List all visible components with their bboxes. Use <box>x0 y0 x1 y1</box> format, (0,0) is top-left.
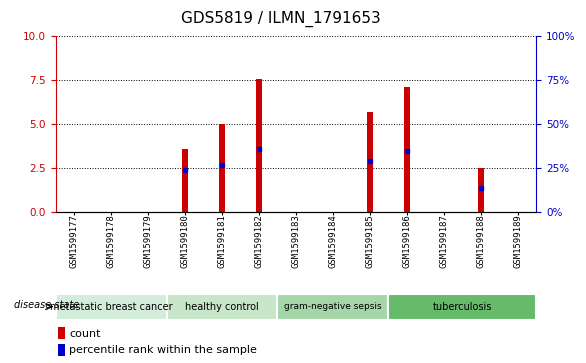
Bar <box>367 112 373 212</box>
Bar <box>404 87 410 212</box>
Text: GSM1599185: GSM1599185 <box>365 214 374 268</box>
Bar <box>277 294 389 320</box>
Text: GSM1599182: GSM1599182 <box>254 214 264 268</box>
Bar <box>58 327 65 339</box>
Bar <box>478 168 483 212</box>
Bar <box>219 124 225 212</box>
Text: healthy control: healthy control <box>185 302 259 312</box>
Text: GDS5819 / ILMN_1791653: GDS5819 / ILMN_1791653 <box>182 11 381 27</box>
Text: GSM1599177: GSM1599177 <box>70 214 79 268</box>
Text: GSM1599187: GSM1599187 <box>440 214 448 268</box>
Text: GSM1599189: GSM1599189 <box>513 214 522 268</box>
Text: GSM1599184: GSM1599184 <box>328 214 338 268</box>
Bar <box>182 149 188 212</box>
Text: GSM1599183: GSM1599183 <box>291 214 301 268</box>
Text: GSM1599186: GSM1599186 <box>403 214 411 268</box>
Text: GSM1599178: GSM1599178 <box>107 214 115 268</box>
Bar <box>166 294 277 320</box>
Text: metastatic breast cancer: metastatic breast cancer <box>50 302 172 312</box>
Bar <box>256 79 262 212</box>
Text: percentile rank within the sample: percentile rank within the sample <box>69 345 257 355</box>
Text: GSM1599188: GSM1599188 <box>476 214 485 268</box>
Text: GSM1599181: GSM1599181 <box>217 214 227 268</box>
Bar <box>58 344 65 356</box>
Text: count: count <box>69 329 100 339</box>
Text: tuberculosis: tuberculosis <box>432 302 492 312</box>
Bar <box>56 294 166 320</box>
Bar <box>389 294 536 320</box>
Text: disease state: disease state <box>14 300 79 310</box>
Text: GSM1599180: GSM1599180 <box>180 214 189 268</box>
Text: gram-negative sepsis: gram-negative sepsis <box>284 302 381 311</box>
Text: GSM1599179: GSM1599179 <box>144 214 152 268</box>
